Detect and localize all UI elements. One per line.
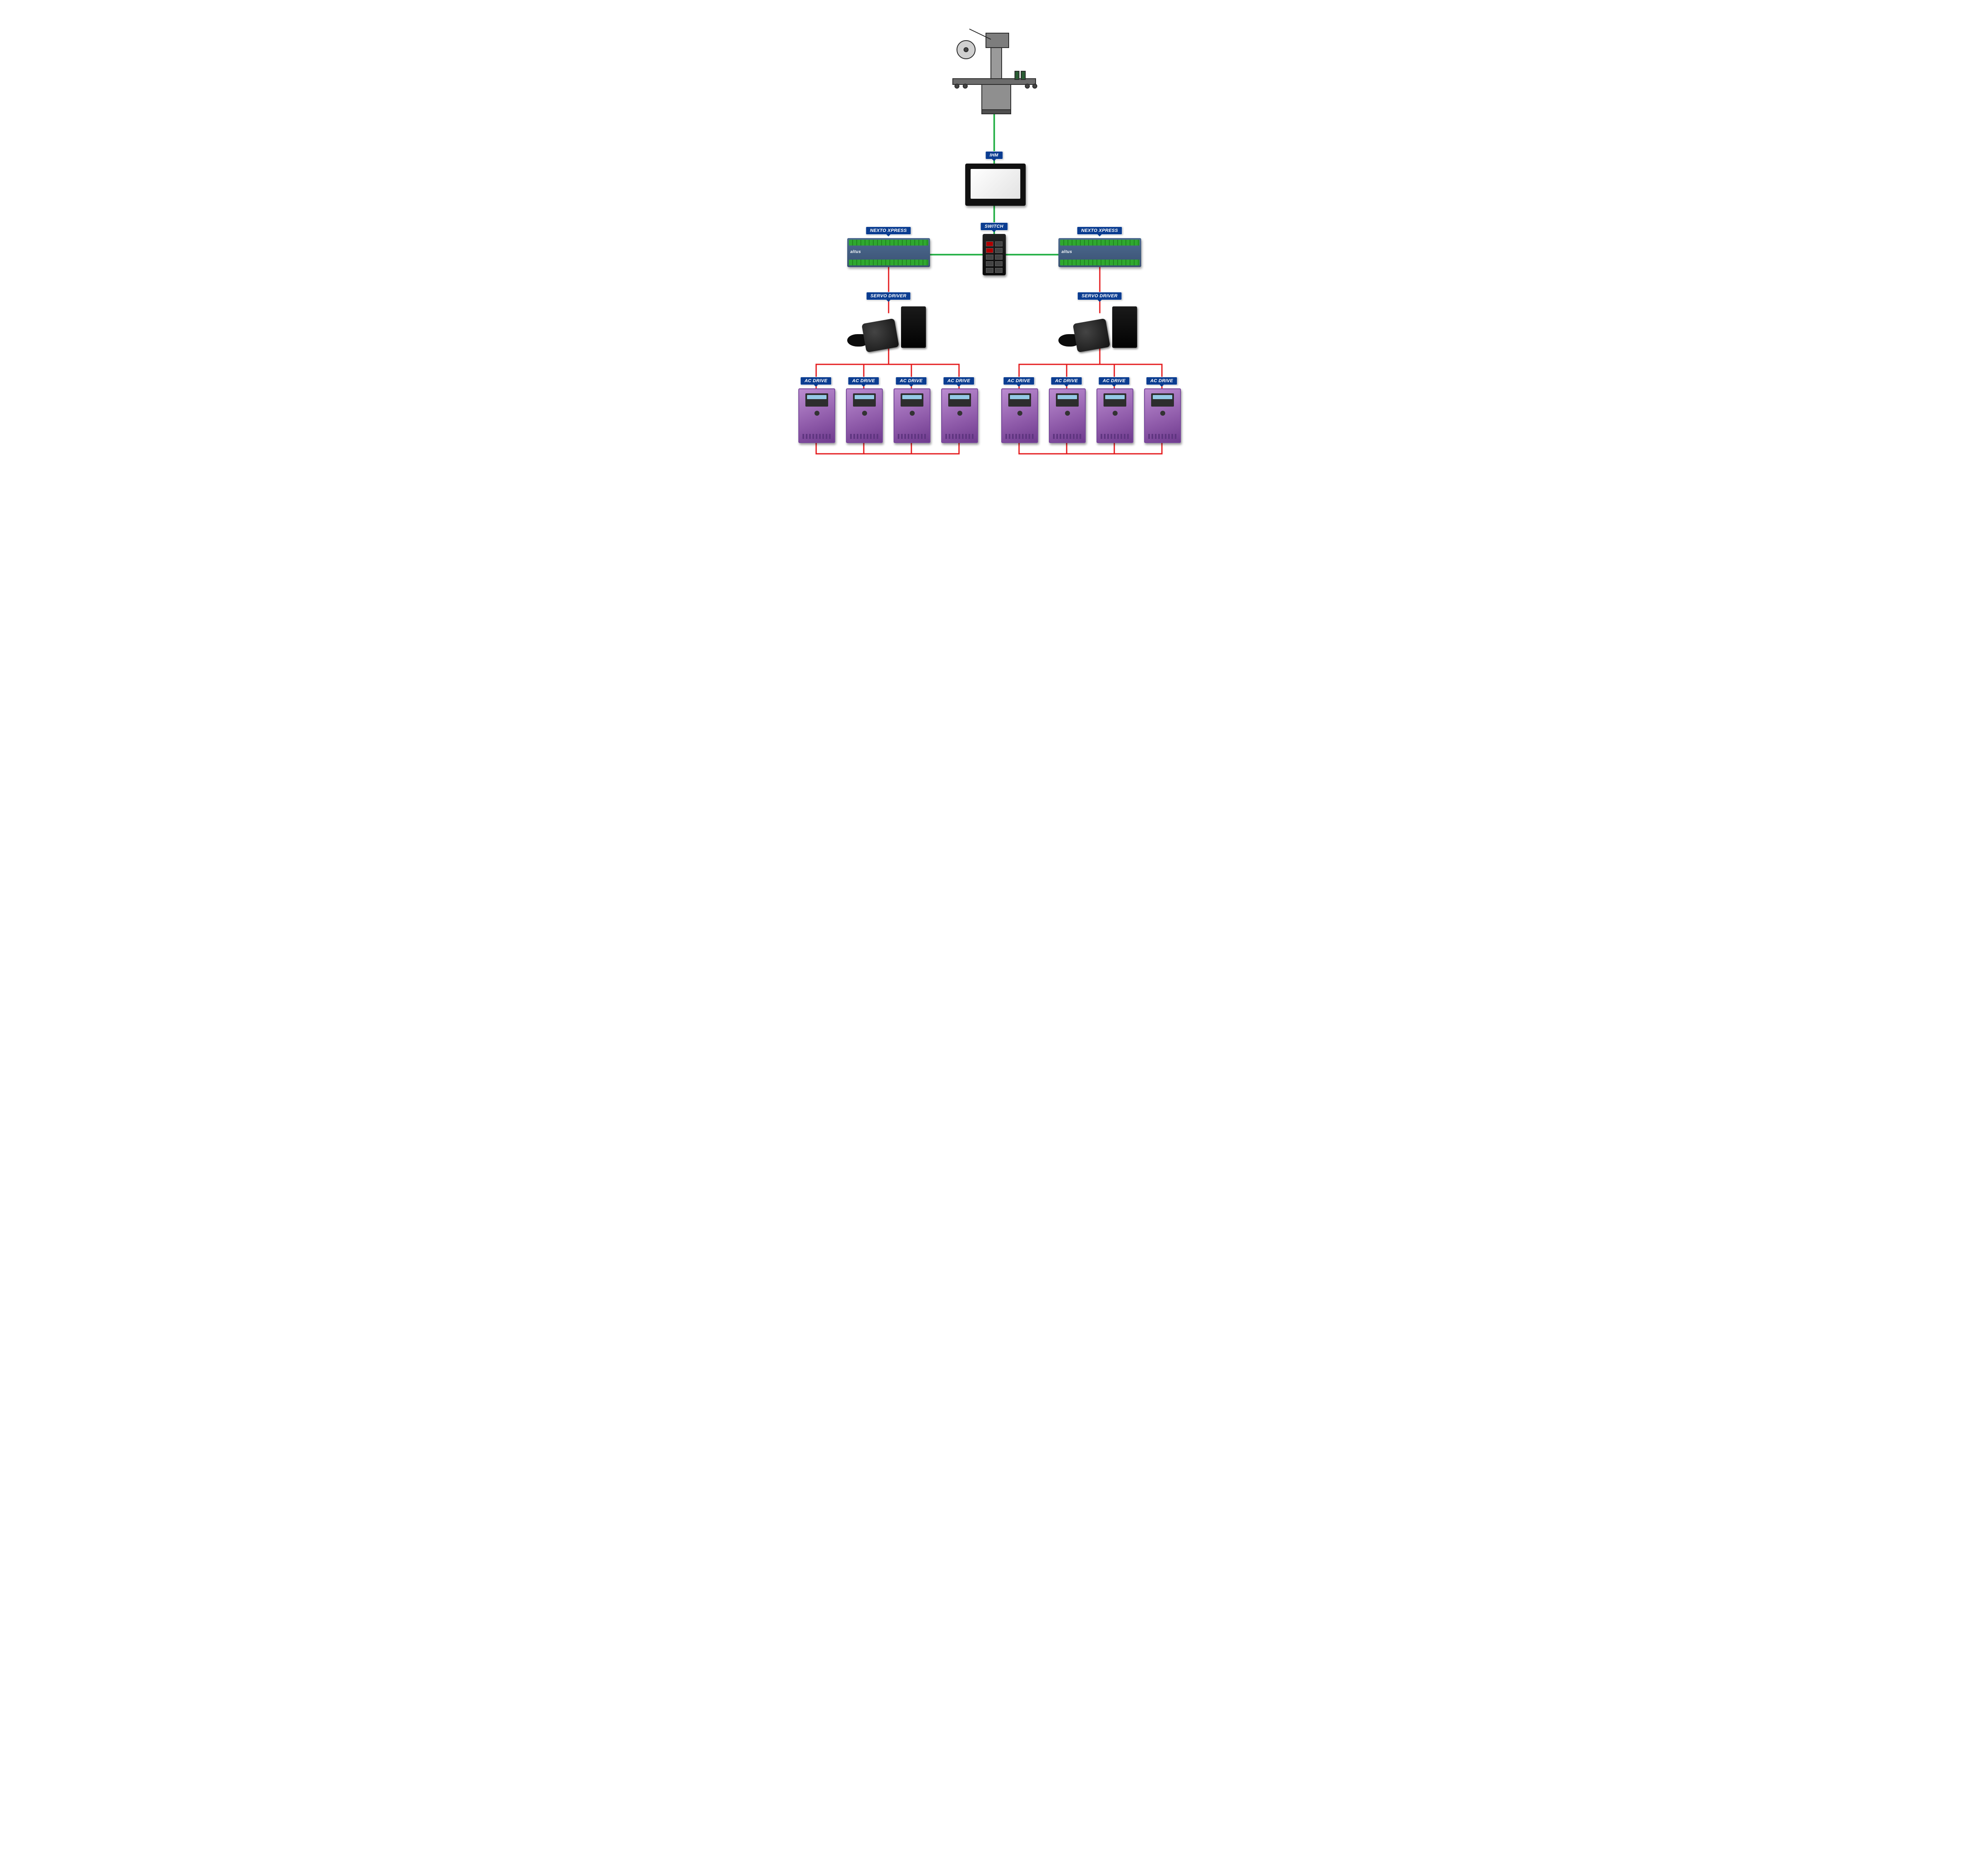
- ac-drive-6: [1049, 388, 1086, 443]
- label-plc_right: NEXTO XPRESS: [1077, 226, 1123, 235]
- label-ac-drive-6: AC DRIVE: [1051, 377, 1082, 385]
- ac-drive-7: [1096, 388, 1133, 443]
- plc-left: altus: [847, 238, 930, 267]
- label-plc_left: NEXTO XPRESS: [865, 226, 911, 235]
- ac-drive-5: [1001, 388, 1038, 443]
- label-ac-drive-5: AC DRIVE: [1003, 377, 1035, 385]
- diagram-canvas: IHM SWITCH altus NEXTO XPRESS altus NEXTO XPR…: [752, 0, 1236, 455]
- label-ac-drive-1: AC DRIVE: [800, 377, 832, 385]
- label-switch: SWITCH: [980, 222, 1008, 231]
- label-ac-drive-2: AC DRIVE: [848, 377, 880, 385]
- servo-driver-right: [1058, 304, 1141, 354]
- ethernet-switch: [983, 234, 1006, 275]
- plc-right: altus: [1058, 238, 1141, 267]
- label-ac-drive-3: AC DRIVE: [895, 377, 927, 385]
- label-servo_left: SERVO DRIVER: [866, 292, 911, 300]
- label-ac-drive-8: AC DRIVE: [1146, 377, 1178, 385]
- label-ac-drive-7: AC DRIVE: [1098, 377, 1130, 385]
- ac-drive-1: [798, 388, 835, 443]
- ac-drive-3: [894, 388, 930, 443]
- label-servo_right: SERVO DRIVER: [1077, 292, 1122, 300]
- hmi-panel: [965, 164, 1026, 206]
- ac-drive-4: [941, 388, 978, 443]
- servo-driver-left: [847, 304, 930, 354]
- label-ihm: IHM: [985, 151, 1003, 159]
- ac-drive-8: [1144, 388, 1181, 443]
- labeling-machine: [945, 17, 1044, 116]
- ac-drive-2: [846, 388, 883, 443]
- label-ac-drive-4: AC DRIVE: [943, 377, 975, 385]
